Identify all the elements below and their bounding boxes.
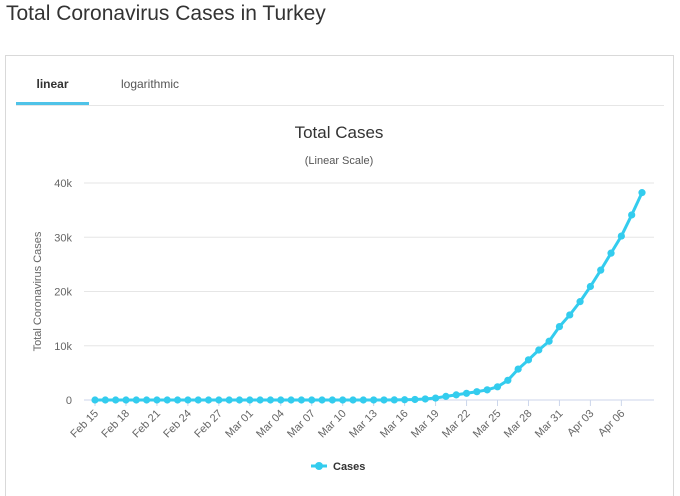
x-tick-label: Apr 03 — [565, 408, 596, 439]
x-tick-label: Mar 22 — [440, 408, 473, 441]
data-point — [308, 396, 316, 404]
data-point — [535, 346, 543, 354]
data-point — [555, 322, 564, 331]
data-point — [617, 232, 625, 240]
data-point — [493, 383, 502, 391]
data-point — [204, 396, 213, 404]
data-point — [442, 392, 450, 400]
data-point — [431, 394, 440, 402]
x-tick-label: Mar 31 — [533, 408, 566, 441]
x-tick-label: Feb 18 — [99, 408, 132, 441]
y-tick-label: 0 — [66, 395, 72, 407]
chart-subtitle: (Linear Scale) — [305, 155, 373, 167]
data-point — [235, 396, 244, 404]
data-point — [328, 396, 336, 404]
data-point — [421, 395, 429, 403]
y-tick-label: 20k — [54, 287, 72, 299]
data-point — [473, 388, 481, 396]
data-point — [215, 396, 223, 404]
data-point — [370, 396, 378, 404]
y-tick-label: 40k — [54, 178, 72, 190]
x-tick-label: Feb 27 — [192, 408, 225, 441]
tab-linear[interactable]: linear — [16, 64, 89, 105]
legend-marker — [315, 462, 323, 470]
page-title: Total Coronavirus Cases in Turkey — [6, 2, 326, 25]
data-point — [452, 391, 460, 399]
data-point — [462, 389, 471, 397]
data-point — [173, 396, 182, 404]
series-line-cases — [95, 191, 644, 402]
x-tick-label: Mar 19 — [409, 408, 442, 441]
data-point — [256, 396, 264, 404]
scale-tabs: linear logarithmic — [16, 64, 664, 106]
data-point — [184, 396, 192, 404]
data-point — [143, 396, 151, 404]
data-point — [266, 396, 275, 404]
data-point — [287, 396, 295, 404]
data-point — [401, 396, 409, 404]
data-point — [91, 396, 99, 404]
data-point — [246, 396, 254, 404]
chart-title: Total Cases — [295, 123, 384, 142]
x-tick-label: Feb 21 — [130, 408, 163, 441]
data-point — [380, 396, 388, 404]
data-point — [101, 396, 109, 404]
x-tick-label: Mar 10 — [316, 408, 349, 441]
x-tick-label: Mar 04 — [254, 408, 287, 441]
x-tick-label: Apr 06 — [596, 408, 627, 439]
x-tick-label: Mar 13 — [347, 408, 380, 441]
data-point — [163, 396, 171, 404]
tab-logarithmic[interactable]: logarithmic — [120, 77, 180, 91]
data-point — [225, 396, 233, 404]
x-tick-label: Mar 01 — [223, 408, 256, 441]
data-point — [628, 211, 636, 219]
data-point — [545, 337, 553, 345]
y-axis-title: Total Coronavirus Cases — [32, 231, 44, 351]
y-tick-label: 10k — [54, 341, 72, 353]
data-point — [132, 396, 140, 404]
data-point — [411, 395, 419, 404]
data-point — [277, 396, 285, 404]
x-tick-label: Mar 25 — [471, 408, 504, 441]
data-point — [122, 396, 130, 404]
data-point — [349, 396, 357, 404]
data-point — [638, 189, 646, 197]
data-point — [318, 396, 326, 404]
legend-label: Cases — [333, 461, 365, 473]
data-point — [359, 396, 367, 404]
data-point — [566, 311, 574, 319]
data-point — [153, 396, 161, 404]
cases-chart: Total Cases (Linear Scale) 0 10k 20k 30k 40k To… — [32, 123, 654, 473]
x-tick-label: Feb 15 — [68, 408, 101, 441]
y-tick-label: 30k — [54, 232, 72, 244]
x-tick-label: Mar 16 — [378, 408, 411, 441]
data-point — [597, 266, 605, 274]
data-point — [524, 356, 533, 364]
data-point — [607, 249, 615, 257]
data-point — [194, 396, 202, 404]
data-point — [297, 396, 306, 404]
x-tick-label: Feb 24 — [161, 408, 194, 441]
x-tick-label: Mar 28 — [502, 408, 535, 441]
data-point — [514, 365, 522, 373]
chart-panel: linear logarithmic — [5, 55, 674, 496]
data-point — [390, 396, 398, 404]
data-point — [504, 376, 512, 384]
data-point — [339, 396, 347, 404]
x-tick-label: Mar 07 — [285, 408, 318, 441]
data-point — [483, 386, 491, 394]
data-point — [576, 298, 584, 306]
data-point — [112, 396, 120, 404]
data-point — [586, 282, 594, 291]
